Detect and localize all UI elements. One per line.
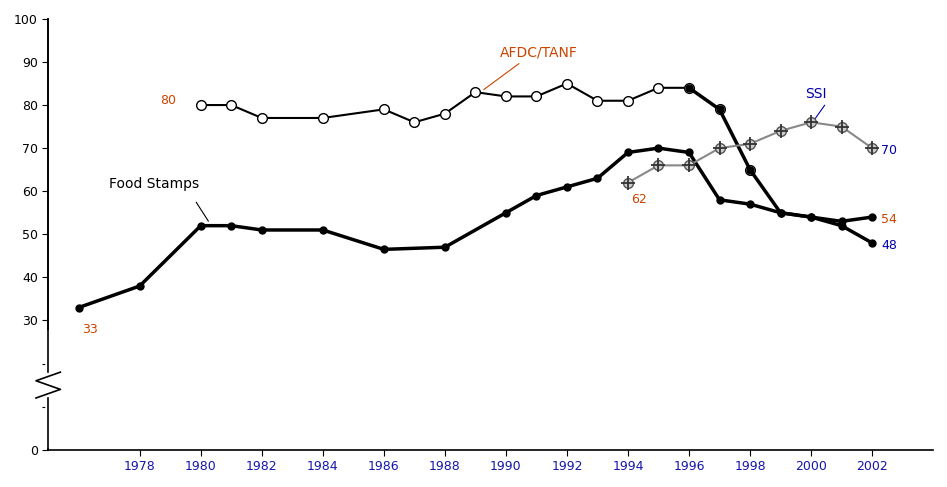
Text: 62: 62 <box>631 193 647 206</box>
Text: 80: 80 <box>160 94 176 107</box>
Text: 54: 54 <box>882 213 897 225</box>
Text: 48: 48 <box>882 239 897 252</box>
Text: AFDC/TANF: AFDC/TANF <box>500 46 578 60</box>
Text: 70: 70 <box>882 144 897 157</box>
Text: SSI: SSI <box>805 87 827 101</box>
Text: 33: 33 <box>81 322 98 336</box>
Text: Food Stamps: Food Stamps <box>109 177 199 191</box>
